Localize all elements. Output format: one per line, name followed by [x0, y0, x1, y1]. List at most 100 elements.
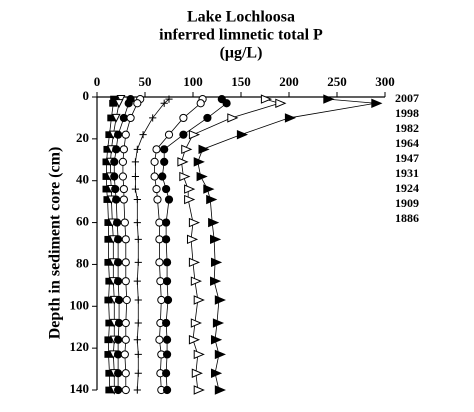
marker — [121, 235, 130, 244]
marker — [119, 113, 128, 123]
marker — [284, 113, 297, 123]
marker — [134, 319, 142, 327]
marker — [162, 277, 172, 286]
y-tick-label: 0 — [83, 88, 90, 103]
y-axis-title: Depth in sediment core (cm) — [47, 147, 64, 340]
marker — [275, 98, 287, 108]
annotation: 1909 — [395, 196, 419, 210]
annotation: 1924 — [395, 181, 419, 195]
y-tick-label: 60 — [76, 214, 89, 229]
marker — [179, 113, 188, 123]
marker — [121, 318, 130, 328]
marker — [236, 129, 249, 140]
marker — [188, 257, 201, 268]
marker — [121, 335, 130, 344]
marker — [111, 113, 121, 123]
marker — [121, 369, 130, 378]
marker — [121, 277, 130, 286]
marker — [196, 99, 205, 108]
marker — [131, 172, 139, 181]
marker — [160, 157, 169, 166]
marker — [162, 235, 171, 244]
marker — [162, 218, 171, 227]
marker — [121, 130, 130, 139]
marker — [163, 295, 173, 305]
annotation: 1998 — [395, 106, 419, 120]
marker — [121, 385, 130, 395]
marker — [114, 130, 123, 139]
annotation: 1982 — [395, 121, 419, 135]
marker — [162, 369, 171, 378]
marker — [156, 277, 165, 286]
marker — [114, 235, 123, 244]
marker — [162, 184, 171, 194]
series-line — [113, 98, 131, 390]
marker — [114, 350, 123, 359]
marker — [210, 368, 223, 378]
marker — [260, 94, 273, 104]
marker — [124, 99, 133, 108]
marker — [121, 258, 130, 267]
marker — [152, 184, 161, 194]
y-tick-label: 40 — [76, 172, 89, 187]
annotation: 1964 — [395, 136, 419, 150]
marker — [193, 295, 205, 305]
marker — [155, 218, 164, 227]
x-tick-label: 200 — [279, 74, 299, 89]
marker — [119, 184, 128, 194]
marker — [118, 172, 128, 181]
marker — [198, 144, 210, 155]
marker — [181, 144, 193, 155]
marker — [162, 318, 171, 328]
marker — [214, 349, 226, 360]
x-tick-label: 300 — [375, 74, 395, 89]
marker — [134, 296, 142, 304]
annotation: 1931 — [395, 166, 419, 180]
marker — [139, 131, 147, 139]
marker — [165, 95, 173, 103]
marker — [212, 318, 225, 328]
marker — [122, 295, 131, 305]
marker — [210, 234, 222, 245]
y-tick-label: 120 — [70, 339, 90, 354]
x-tick-label: 250 — [327, 74, 347, 89]
marker — [186, 234, 199, 245]
marker — [149, 114, 157, 122]
marker — [155, 258, 164, 267]
marker — [164, 195, 174, 204]
marker — [188, 217, 201, 228]
marker — [133, 386, 141, 394]
marker — [210, 335, 223, 345]
marker — [210, 276, 222, 286]
y-tick-label: 80 — [76, 255, 89, 270]
marker — [114, 335, 123, 344]
marker — [119, 145, 128, 154]
marker — [112, 145, 121, 154]
marker — [158, 172, 167, 181]
marker — [206, 194, 218, 205]
marker — [119, 195, 128, 204]
chart-title: inferred limnetic total P — [159, 27, 323, 44]
annotation: 1886 — [395, 211, 419, 225]
marker — [133, 218, 141, 227]
marker — [114, 99, 124, 108]
y-tick-label: 140 — [70, 381, 90, 396]
marker — [155, 235, 164, 244]
y-tick-label: 100 — [70, 297, 90, 312]
series-line — [181, 98, 281, 391]
marker — [114, 369, 123, 378]
marker — [188, 335, 201, 345]
annotation: 1947 — [395, 151, 419, 165]
marker — [190, 276, 202, 286]
marker — [134, 258, 142, 266]
x-tick-label: 50 — [139, 74, 152, 89]
marker — [157, 295, 166, 305]
marker — [193, 157, 205, 167]
marker — [208, 217, 220, 228]
marker — [126, 113, 135, 123]
marker — [134, 369, 142, 377]
y-tick-label: 20 — [76, 130, 89, 145]
marker — [164, 130, 174, 139]
marker — [114, 258, 123, 267]
marker — [184, 194, 196, 205]
